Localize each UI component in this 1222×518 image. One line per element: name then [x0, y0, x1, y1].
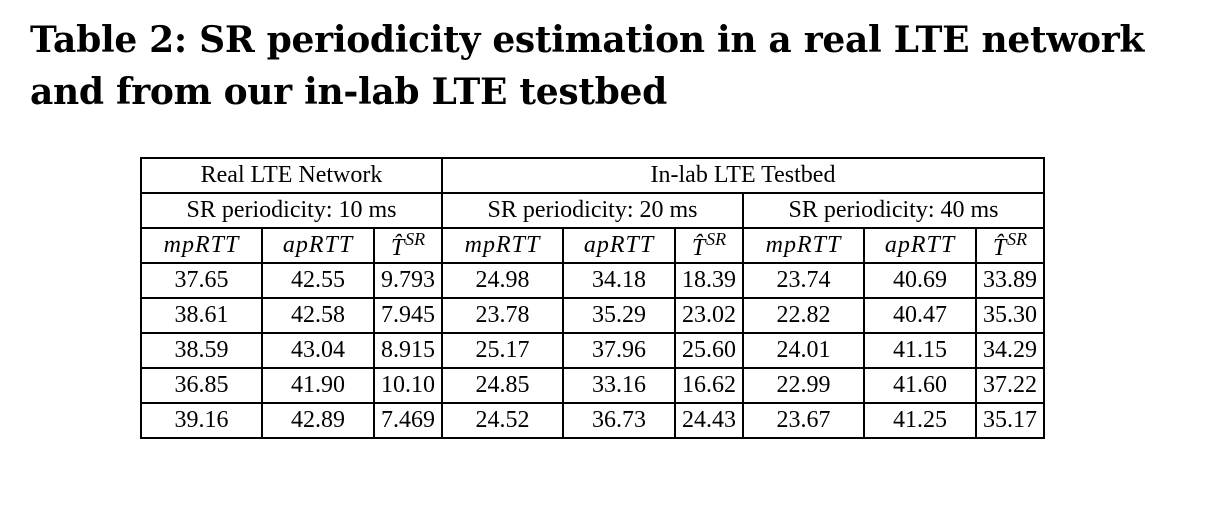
table-cell: 22.99	[742, 367, 865, 404]
table-cell: 10.10	[373, 367, 443, 404]
table-cell: 35.30	[975, 297, 1045, 334]
group-header-lab-testbed: In-lab LTE Testbed	[441, 157, 1045, 194]
table-row: 36.85 41.90 10.10 24.85 33.16 16.62 22.9…	[140, 367, 1045, 404]
table-cell: 39.16	[140, 402, 263, 439]
col-header-aprtt: apRTT	[562, 227, 676, 264]
column-header-row: mpRTT apRTT T̂SR mpRTT apRTT T̂SR mpRTT …	[140, 227, 1045, 264]
table-cell: 35.29	[562, 297, 676, 334]
table-cell: 42.89	[261, 402, 375, 439]
table-cell: 33.16	[562, 367, 676, 404]
table-row: 37.65 42.55 9.793 24.98 34.18 18.39 23.7…	[140, 262, 1045, 299]
table-cell: 41.90	[261, 367, 375, 404]
table-cell: 23.02	[674, 297, 744, 334]
col-header-t-hat: T̂SR	[674, 227, 744, 264]
col-header-aprtt: apRTT	[863, 227, 977, 264]
table-cell: 24.01	[742, 332, 865, 369]
group-header-row: Real LTE Network In-lab LTE Testbed	[140, 157, 1045, 194]
table-cell: 34.29	[975, 332, 1045, 369]
col-header-t-hat: T̂SR	[975, 227, 1045, 264]
table-cell: 22.82	[742, 297, 865, 334]
table-cell: 36.73	[562, 402, 676, 439]
table-cell: 35.17	[975, 402, 1045, 439]
table-cell: 18.39	[674, 262, 744, 299]
table-cell: 36.85	[140, 367, 263, 404]
table-row: 39.16 42.89 7.469 24.52 36.73 24.43 23.6…	[140, 402, 1045, 439]
table-cell: 41.25	[863, 402, 977, 439]
subgroup-header-40ms: SR periodicity: 40 ms	[742, 192, 1045, 229]
subgroup-header-10ms: SR periodicity: 10 ms	[140, 192, 443, 229]
subgroup-header-row: SR periodicity: 10 ms SR periodicity: 20…	[140, 192, 1045, 229]
table-cell: 8.915	[373, 332, 443, 369]
table-cell: 16.62	[674, 367, 744, 404]
table-row: 38.59 43.04 8.915 25.17 37.96 25.60 24.0…	[140, 332, 1045, 369]
results-table: Real LTE Network In-lab LTE Testbed SR p…	[140, 157, 1045, 439]
table-cell: 24.98	[441, 262, 564, 299]
table-cell: 33.89	[975, 262, 1045, 299]
table-cell: 34.18	[562, 262, 676, 299]
table-cell: 7.469	[373, 402, 443, 439]
table-cell: 25.17	[441, 332, 564, 369]
table-cell: 42.58	[261, 297, 375, 334]
table-cell: 41.60	[863, 367, 977, 404]
col-header-mprtt: mpRTT	[140, 227, 263, 264]
table-cell: 23.74	[742, 262, 865, 299]
table-cell: 37.96	[562, 332, 676, 369]
table-cell: 24.52	[441, 402, 564, 439]
table-cell: 37.65	[140, 262, 263, 299]
table-cell: 9.793	[373, 262, 443, 299]
table-cell: 42.55	[261, 262, 375, 299]
col-header-t-hat: T̂SR	[373, 227, 443, 264]
table-cell: 24.43	[674, 402, 744, 439]
col-header-aprtt: apRTT	[261, 227, 375, 264]
table-cell: 37.22	[975, 367, 1045, 404]
table-cell: 7.945	[373, 297, 443, 334]
table-cell: 38.61	[140, 297, 263, 334]
table-row: 38.61 42.58 7.945 23.78 35.29 23.02 22.8…	[140, 297, 1045, 334]
table-cell: 24.85	[441, 367, 564, 404]
subgroup-header-20ms: SR periodicity: 20 ms	[441, 192, 744, 229]
table-cell: 23.78	[441, 297, 564, 334]
col-header-mprtt: mpRTT	[441, 227, 564, 264]
table-cell: 40.69	[863, 262, 977, 299]
group-header-real-network: Real LTE Network	[140, 157, 443, 194]
table-cell: 41.15	[863, 332, 977, 369]
table-cell: 23.67	[742, 402, 865, 439]
table-cell: 25.60	[674, 332, 744, 369]
table-caption: Table 2: SR periodicity estimation in a …	[30, 19, 1145, 113]
table-cell: 43.04	[261, 332, 375, 369]
col-header-mprtt: mpRTT	[742, 227, 865, 264]
table-cell: 40.47	[863, 297, 977, 334]
table-cell: 38.59	[140, 332, 263, 369]
